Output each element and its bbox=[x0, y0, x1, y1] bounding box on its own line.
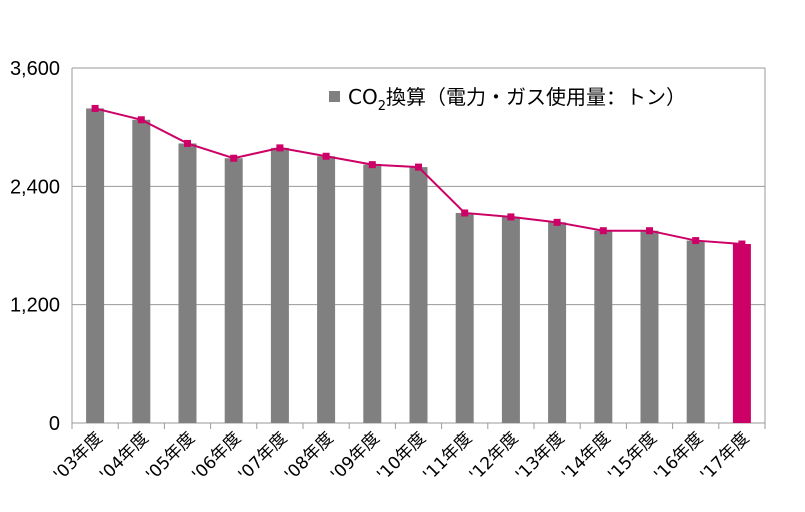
bar bbox=[594, 230, 613, 423]
legend-subscript: 2 bbox=[378, 99, 386, 114]
x-tick-label: '03年度 bbox=[50, 428, 107, 485]
data-marker bbox=[230, 154, 238, 162]
legend: CO2換算（電力・ガス使用量：トン） bbox=[329, 85, 686, 114]
bar bbox=[363, 164, 382, 423]
y-tick-label: 2,400 bbox=[10, 176, 60, 198]
y-tick-label: 1,200 bbox=[10, 295, 60, 317]
data-marker bbox=[646, 227, 653, 235]
bar bbox=[409, 167, 428, 423]
x-tick-label: '12年度 bbox=[466, 428, 523, 485]
data-marker bbox=[184, 139, 191, 147]
data-marker bbox=[507, 213, 515, 221]
x-tick-label: '05年度 bbox=[142, 428, 199, 485]
bar bbox=[178, 143, 197, 423]
data-marker bbox=[137, 116, 145, 124]
bar bbox=[501, 216, 520, 423]
bar bbox=[686, 240, 705, 423]
data-marker bbox=[738, 240, 746, 248]
bar bbox=[224, 158, 243, 423]
legend-swatch bbox=[329, 91, 340, 102]
data-marker bbox=[368, 161, 376, 169]
data-marker bbox=[692, 237, 700, 245]
x-tick-label: '14年度 bbox=[558, 428, 615, 485]
line-layer bbox=[91, 104, 746, 248]
data-marker bbox=[553, 218, 561, 226]
bar bbox=[270, 147, 289, 423]
x-tick-label: '15年度 bbox=[604, 428, 661, 485]
y-tick-label: 0 bbox=[49, 413, 60, 435]
bar bbox=[548, 222, 567, 423]
data-marker bbox=[276, 144, 284, 152]
bar-layer bbox=[86, 108, 751, 424]
bar bbox=[132, 119, 151, 423]
bar bbox=[455, 212, 474, 423]
x-tick-label: '07年度 bbox=[235, 428, 292, 485]
x-tick-label: '08年度 bbox=[281, 428, 338, 485]
data-marker bbox=[461, 209, 469, 217]
data-marker bbox=[599, 227, 607, 235]
y-tick-label: 3,600 bbox=[10, 58, 60, 80]
legend-label: CO2換算（電力・ガス使用量：トン） bbox=[348, 85, 686, 114]
bar bbox=[317, 156, 336, 423]
data-marker bbox=[322, 152, 330, 160]
x-tick-label: '11年度 bbox=[419, 428, 476, 485]
x-tick-label: '17年度 bbox=[697, 428, 754, 485]
data-marker bbox=[415, 163, 422, 171]
legend-suffix: 換算（電力・ガス使用量：トン） bbox=[386, 85, 686, 109]
x-tick-label: '10年度 bbox=[373, 428, 430, 485]
legend-prefix: CO bbox=[348, 85, 378, 109]
x-tick-label: '13年度 bbox=[512, 428, 569, 485]
data-marker bbox=[91, 104, 99, 112]
bar bbox=[732, 244, 751, 423]
x-tick-label: '09年度 bbox=[327, 428, 384, 485]
bar bbox=[640, 230, 659, 423]
bar bbox=[86, 108, 105, 424]
x-tick-label: '06年度 bbox=[188, 428, 245, 485]
x-tick-label: '16年度 bbox=[650, 428, 707, 485]
x-tick-label: '04年度 bbox=[96, 428, 153, 485]
